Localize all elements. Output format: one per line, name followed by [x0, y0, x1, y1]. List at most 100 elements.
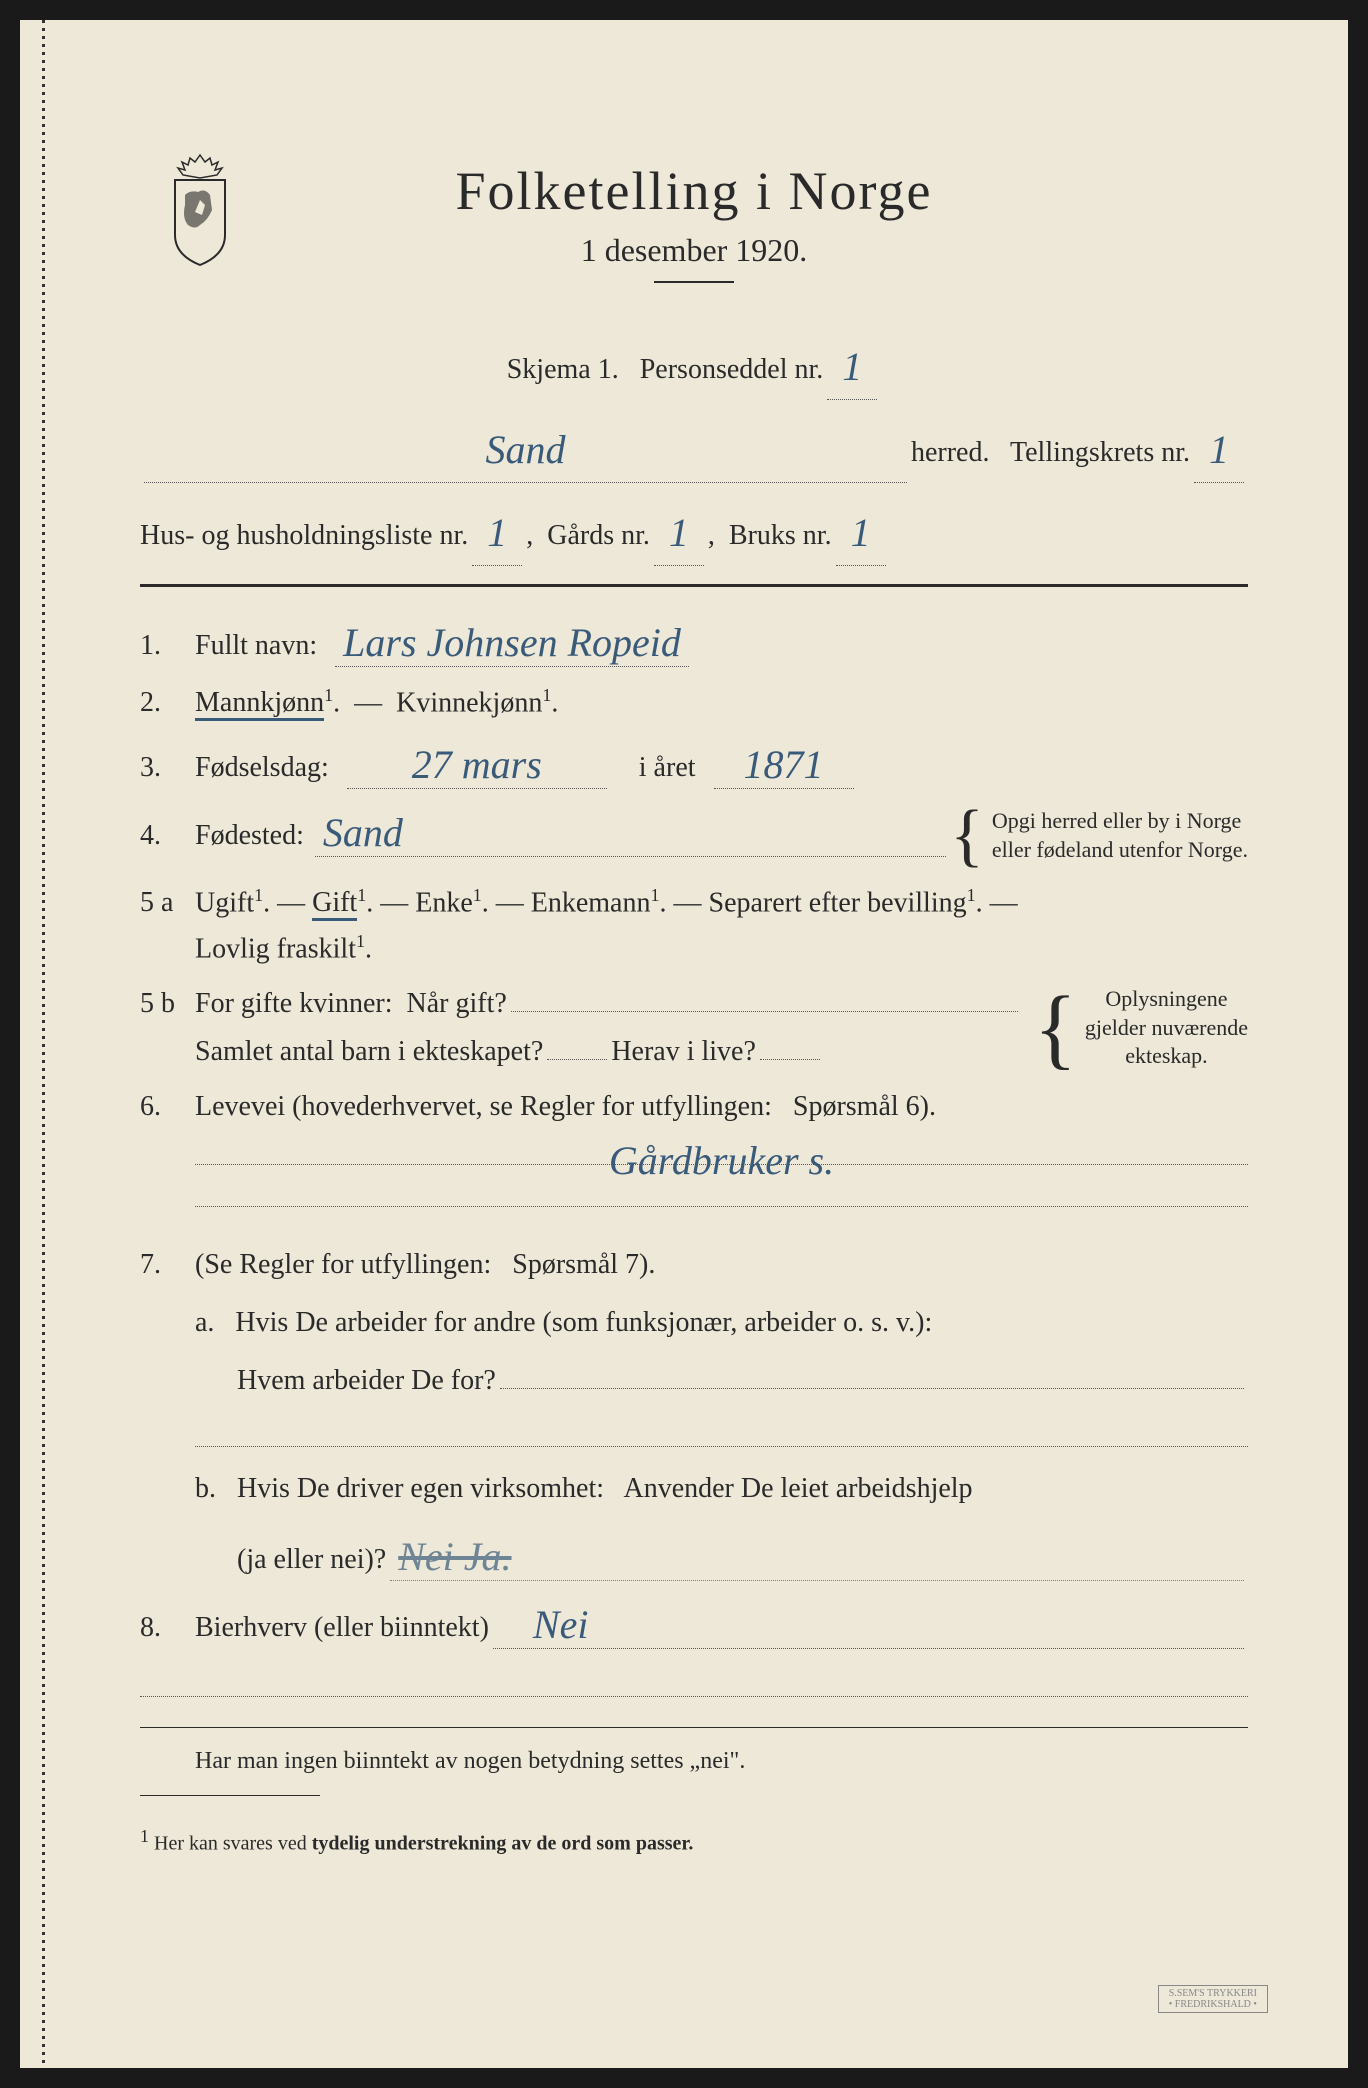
q7a-blank2 — [195, 1417, 1248, 1447]
q8-label: Bierhverv (eller biinntekt) — [195, 1612, 489, 1644]
q7-num: 7. — [140, 1249, 195, 1281]
tellingskrets-nr: 1 — [1194, 418, 1244, 483]
q2-sup1: 1 — [324, 685, 333, 705]
bruks-nr: 1 — [836, 501, 886, 566]
footer-rule — [140, 1727, 1248, 1728]
footnote-rule — [140, 1795, 320, 1796]
q5b-sn1: Oplysningene — [1085, 985, 1248, 1014]
q5a-enkemann: Enkemann — [531, 887, 651, 918]
q8-num: 8. — [140, 1612, 195, 1644]
q5a-d4: . — — [660, 887, 709, 918]
q5a-sup3: 1 — [473, 885, 482, 905]
skjema-label: Skjema 1. Personseddel nr. — [507, 348, 824, 393]
footnote-num: 1 — [140, 1826, 149, 1846]
q4-num: 4. — [140, 820, 195, 852]
q5a-sup2: 1 — [357, 885, 366, 905]
q1-value: Lars Johnsen Ropeid — [335, 619, 689, 667]
q6-blank1: Gårdbruker s. — [195, 1135, 1248, 1165]
q5b-num: 5 b — [140, 988, 195, 1020]
skjema-line: Skjema 1. Personseddel nr. 1 — [140, 333, 1248, 398]
footnote: 1 Her kan svares ved tydelig understrekn… — [140, 1826, 1248, 1856]
q3-year: 1871 — [714, 741, 854, 789]
printer-stamp: S.SEM'S TRYKKERI • FREDRIKSHALD • — [1158, 1985, 1268, 2013]
q5b-label2: Samlet antal barn i ekteskapet? — [195, 1036, 543, 1068]
q5a: 5 a Ugift1. — Gift1. — Enke1. — Enkemann… — [140, 885, 1248, 966]
brace-icon: { — [1034, 997, 1077, 1060]
q2-sup2: 1 — [542, 685, 551, 705]
q5a-separert: Separert efter bevilling — [709, 887, 967, 918]
hus-nr: 1 — [472, 501, 522, 566]
q7a-blank — [500, 1388, 1244, 1389]
q2-period: . — [551, 687, 558, 718]
personseddel-nr: 1 — [827, 335, 877, 400]
q7a-label: a. Hvis De arbeider for andre (som funks… — [195, 1307, 932, 1338]
q2-num: 2. — [140, 687, 195, 719]
q6-label: Levevei (hovederhvervet, se Regler for u… — [195, 1091, 936, 1122]
hus-label: Hus- og husholdningsliste nr. — [140, 514, 468, 559]
q2: 2. Mannkjønn1. — Kvinnekjønn1. — [140, 685, 1248, 719]
q5a-d1: . — — [263, 887, 312, 918]
q3: 3. Fødselsdag: 27 mars i året 1871 — [140, 739, 1248, 787]
q5a-d3: . — — [482, 887, 531, 918]
q8-value: Nei — [493, 1601, 1244, 1649]
q5b-label3: Herav i live? — [611, 1036, 756, 1068]
q3-num: 3. — [140, 752, 195, 784]
q2-kvinne: Kvinnekjønn — [396, 687, 542, 718]
q1-label: Fullt navn: — [195, 630, 324, 661]
q5a-d2: . — — [366, 887, 415, 918]
q5a-sup1: 1 — [254, 885, 263, 905]
q7b-value: Nei Ja. — [390, 1533, 1244, 1581]
q5b: 5 b For gifte kvinner: Når gift? Samlet … — [140, 985, 1248, 1071]
q6: 6. Levevei (hovederhvervet, se Regler fo… — [140, 1091, 1248, 1219]
q8-blank2 — [140, 1667, 1248, 1697]
q7b-label: b. Hvis De driver egen virksomhet: Anven… — [195, 1473, 973, 1504]
q5b-sn2: gjelder nuværende — [1085, 1014, 1248, 1043]
stamp-line2: • FREDRIKSHALD • — [1169, 1999, 1257, 2010]
document-date: 1 desember 1920. — [140, 232, 1248, 269]
footer-note: Har man ingen biinntekt av nogen betydni… — [140, 1748, 1248, 1775]
q4-sidenote: { Opgi herred eller by i Norge eller fød… — [950, 807, 1248, 864]
q2-mann: Mannkjønn — [195, 687, 324, 721]
q5a-enke: Enke — [415, 887, 473, 918]
q4-label: Fødested: — [195, 820, 311, 852]
herred-label: herred. Tellingskrets nr. — [911, 431, 1190, 476]
stamp-line1: S.SEM'S TRYKKERI — [1169, 1988, 1257, 1999]
q5a-lovlig: Lovlig fraskilt — [195, 933, 356, 964]
q5b-barn-blank — [547, 1059, 607, 1060]
q6-num: 6. — [140, 1091, 195, 1123]
q7b-sub: (ja eller nei)? — [237, 1544, 386, 1576]
coat-of-arms-icon — [160, 150, 240, 270]
q5b-sn3: ekteskap. — [1085, 1042, 1248, 1071]
q3-day: 27 mars — [347, 741, 607, 789]
q7-label: (Se Regler for utfyllingen: Spørsmål 7). — [195, 1249, 655, 1280]
brace-icon: { — [950, 811, 984, 860]
q1: 1. Fullt navn: Lars Johnsen Ropeid — [140, 617, 1248, 665]
q4-sidenote2: eller fødeland utenfor Norge. — [992, 836, 1248, 865]
q4-value: Sand — [315, 809, 946, 857]
q1-num: 1. — [140, 630, 195, 662]
q5a-p: . — [365, 933, 372, 964]
footnote-bold: tydelig understrekning av de ord som pas… — [312, 1833, 694, 1855]
gards-label: , Gårds nr. — [526, 514, 650, 559]
herred-value: Sand — [144, 418, 907, 483]
herred-line: Sand herred. Tellingskrets nr. 1 — [140, 416, 1248, 481]
document-header: Folketelling i Norge 1 desember 1920. — [140, 160, 1248, 283]
q5a-sup5: 1 — [967, 885, 976, 905]
q5a-num: 5 a — [140, 887, 195, 919]
q7a-sub: Hvem arbeider De for? — [237, 1365, 496, 1397]
q3-year-label: i året — [618, 752, 703, 783]
q5b-gift-blank — [511, 1011, 1018, 1012]
q2-dash: . — — [333, 687, 396, 718]
q5a-sup4: 1 — [651, 885, 660, 905]
document-title: Folketelling i Norge — [140, 160, 1248, 222]
q5a-gift: Gift — [312, 887, 357, 921]
gards-nr: 1 — [654, 501, 704, 566]
q4: 4. Fødested: Sand { Opgi herred eller by… — [140, 807, 1248, 864]
bruks-label: , Bruks nr. — [708, 514, 832, 559]
q4-sidenote1: Opgi herred eller by i Norge — [992, 807, 1248, 836]
footnote-text: Her kan svares ved — [154, 1833, 312, 1855]
q5b-live-blank — [760, 1059, 820, 1060]
q3-label: Fødselsdag: — [195, 752, 336, 783]
title-divider — [654, 281, 734, 283]
q6-value: Gårdbruker s. — [609, 1138, 834, 1183]
